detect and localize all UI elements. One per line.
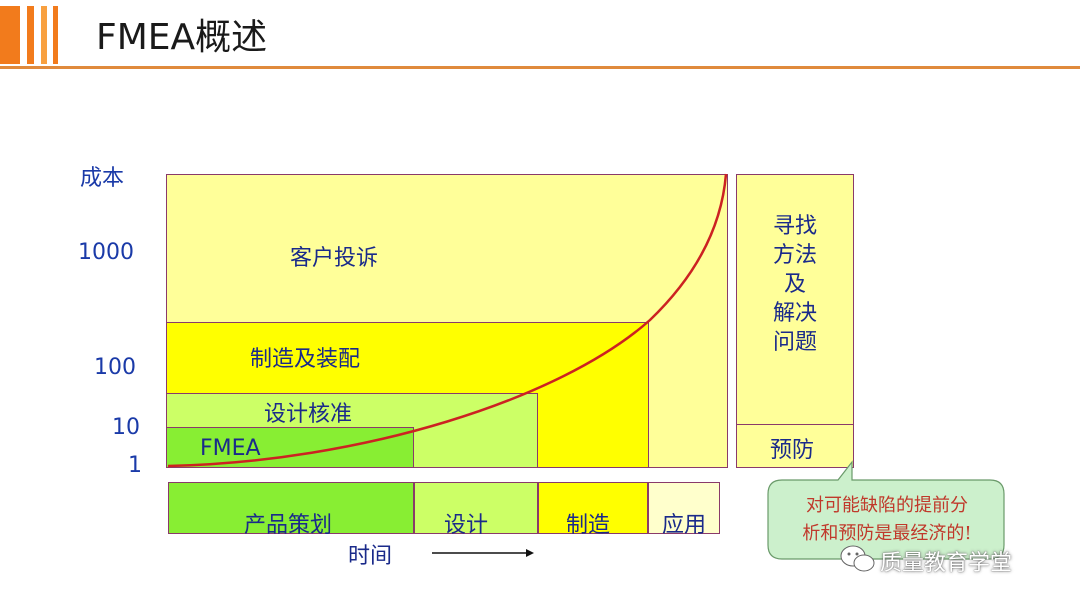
slide-title: FMEA概述 [96,17,268,58]
region-fmea [166,427,414,468]
label-application: 应用 [662,513,707,538]
callout-line-2: 析和预防是最经济的! [802,523,972,544]
y-tick-100: 100 [94,355,136,380]
label-manufacturing-assembly: 制造及装配 [250,347,361,372]
side-panel-find-method [736,174,854,426]
side-line-4: 解决 [772,301,817,326]
phase-application [648,482,720,534]
x-axis-label: 时间 [348,544,393,569]
title-decoration-bars [0,6,58,64]
wechat-icon [840,545,875,572]
phase-design [414,482,538,534]
side-panel-text: 寻找 方法 及 解决 问题 [736,212,854,357]
side-line-3: 及 [783,272,806,297]
label-prevention: 预防 [770,438,815,463]
watermark-text: 质量教育学堂 [880,551,1013,576]
y-tick-10: 10 [112,415,140,440]
callout-line-1: 对可能缺陷的提前分 [806,495,968,516]
side-line-5: 问题 [772,330,817,355]
title-divider [0,66,1080,69]
label-product-planning: 产品策划 [244,513,333,538]
phase-product-planning [168,482,414,534]
label-design: 设计 [444,513,489,538]
y-tick-1000: 1000 [78,240,134,265]
phase-manufacturing [538,482,648,534]
side-panel-prevention [736,424,854,468]
label-design-verification: 设计核准 [264,402,353,427]
y-axis-label: 成本 [80,166,125,191]
time-arrow-icon [432,549,534,557]
label-customer-complaint: 客户投诉 [290,246,379,271]
callout-text: 对可能缺陷的提前分 析和预防是最经济的! [772,492,1002,548]
label-manufacturing: 制造 [566,513,611,538]
side-line-1: 寻找 [772,214,817,239]
y-tick-1: 1 [128,453,142,478]
side-line-2: 方法 [772,243,817,268]
label-fmea: FMEA [200,436,261,461]
